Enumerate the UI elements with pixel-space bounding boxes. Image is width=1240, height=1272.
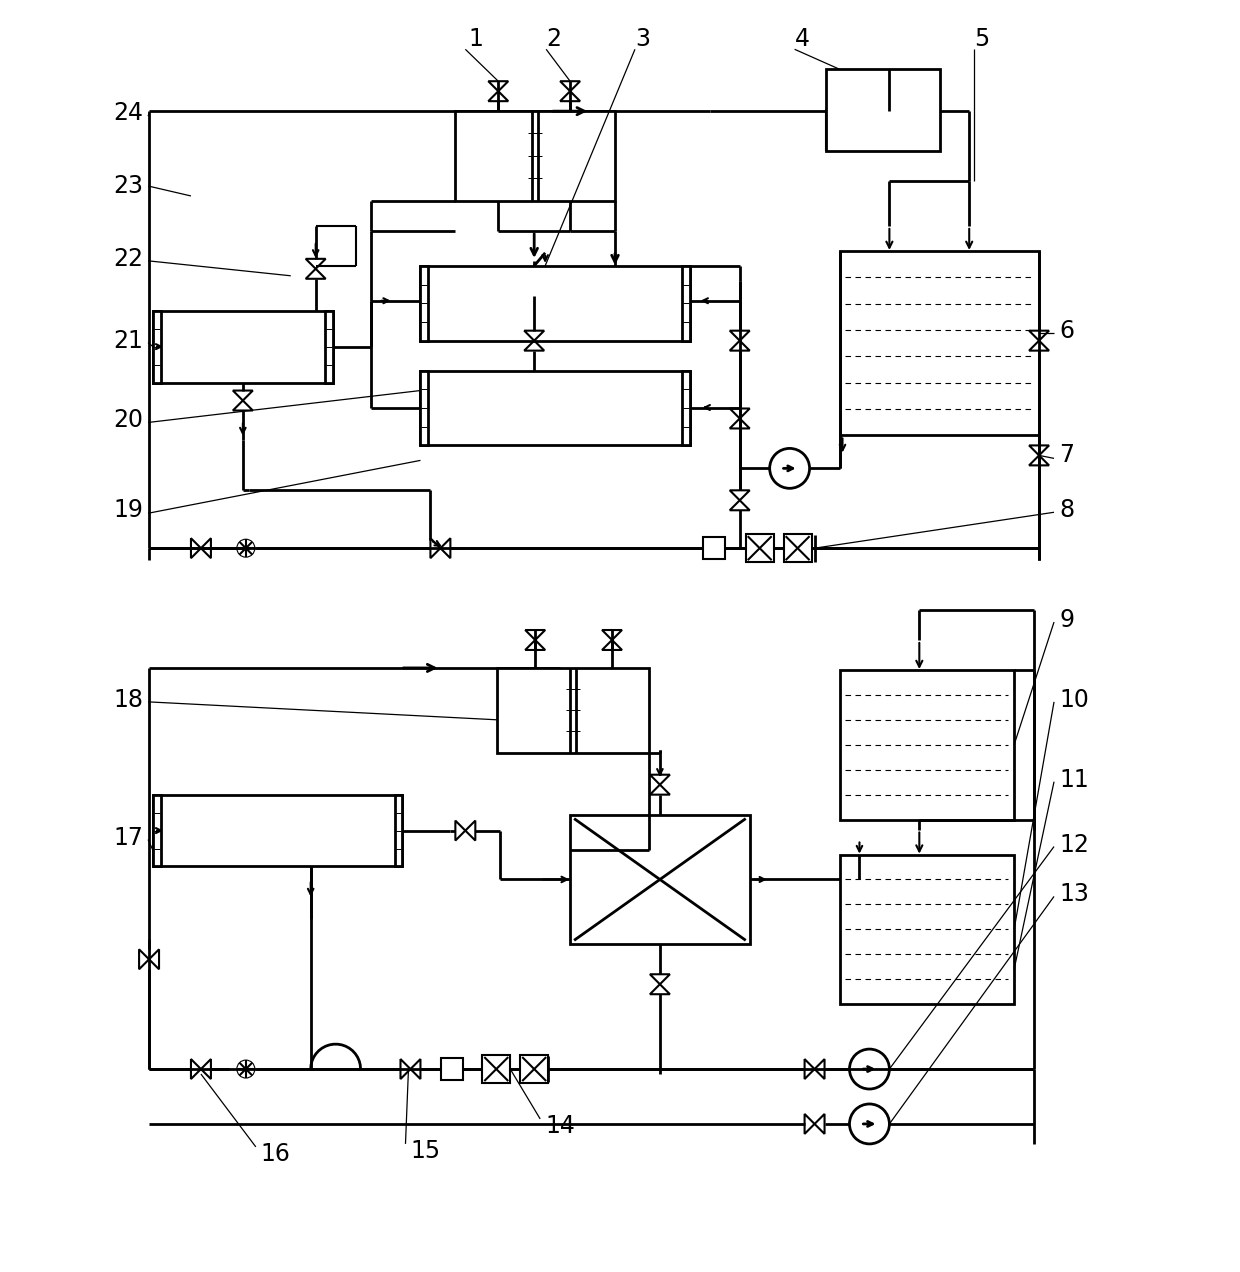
Bar [570, 814, 750, 944]
Bar [420, 266, 689, 341]
Text: 3: 3 [635, 27, 650, 51]
Text: 16: 16 [260, 1142, 290, 1166]
Text: 15: 15 [410, 1138, 440, 1163]
Bar [153, 310, 161, 383]
Bar [682, 370, 689, 445]
Bar [839, 670, 1014, 819]
Text: 11: 11 [1059, 768, 1089, 791]
Bar [420, 370, 429, 445]
Bar [153, 795, 161, 866]
Text: 21: 21 [113, 328, 143, 352]
Bar [839, 251, 1039, 435]
Bar [153, 795, 403, 866]
Bar [682, 266, 689, 341]
Text: 6: 6 [1059, 319, 1074, 342]
Bar [441, 1058, 464, 1080]
Bar [455, 111, 615, 201]
Bar [839, 855, 1014, 1004]
Text: 7: 7 [1059, 444, 1074, 467]
Text: 23: 23 [113, 174, 143, 198]
Text: 17: 17 [113, 826, 143, 850]
Bar [703, 537, 724, 560]
Text: 8: 8 [1059, 499, 1074, 523]
Bar [325, 310, 332, 383]
Text: 10: 10 [1059, 688, 1089, 712]
Bar [826, 69, 940, 151]
Text: 1: 1 [469, 27, 484, 51]
Text: 22: 22 [113, 247, 143, 271]
Text: 20: 20 [113, 408, 143, 432]
Text: 5: 5 [975, 27, 990, 51]
Text: 24: 24 [113, 102, 143, 125]
Bar [394, 795, 403, 866]
Text: 4: 4 [795, 27, 810, 51]
Text: 14: 14 [546, 1114, 575, 1138]
Text: 2: 2 [546, 27, 562, 51]
Bar [420, 266, 429, 341]
Bar [745, 534, 774, 562]
Bar [521, 1054, 548, 1082]
Text: 9: 9 [1059, 608, 1074, 632]
Bar [784, 534, 811, 562]
Bar [497, 668, 649, 753]
Text: 12: 12 [1059, 833, 1089, 856]
Text: 19: 19 [113, 499, 143, 523]
Bar [153, 310, 332, 383]
Bar [482, 1054, 510, 1082]
Bar [420, 370, 689, 445]
Text: 18: 18 [113, 688, 143, 712]
Text: 13: 13 [1059, 883, 1089, 907]
